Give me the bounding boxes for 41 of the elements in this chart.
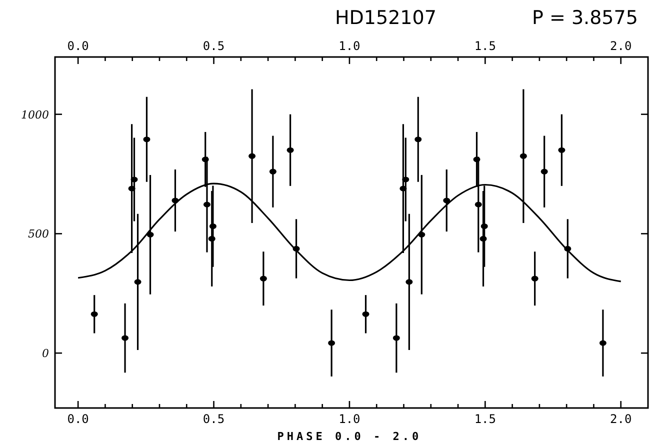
point <box>443 198 450 204</box>
point <box>134 279 142 285</box>
x2-tick-label: 0.0 <box>67 412 89 426</box>
x-tick-label: 1.0 <box>338 39 360 53</box>
point <box>260 276 267 282</box>
point <box>540 168 548 174</box>
point <box>269 168 276 174</box>
point <box>520 153 527 159</box>
x2-tick-label: 2.0 <box>610 412 632 426</box>
point <box>130 176 138 182</box>
x2-tick-label: 1.0 <box>338 412 360 426</box>
x-tick-label: 2.0 <box>610 39 632 53</box>
x2-tick-label: 0.5 <box>202 412 225 426</box>
x-tick-label: 0.5 <box>202 39 225 53</box>
point <box>558 147 566 153</box>
x-axis-title: PHASE 0.0 - 2.0 <box>277 430 422 443</box>
x-tick-label: 1.5 <box>474 39 496 53</box>
y-tick-label: 1000 <box>21 108 49 122</box>
point <box>209 223 216 230</box>
point <box>474 202 482 208</box>
point <box>414 136 422 142</box>
point <box>531 276 538 282</box>
point <box>599 340 606 346</box>
point <box>248 153 256 159</box>
chart-title: HD152107 <box>335 7 436 29</box>
point <box>406 279 413 285</box>
point <box>90 311 98 317</box>
chart-subtitle: P = 3.8575 <box>532 7 638 29</box>
point <box>480 223 488 230</box>
y-tick-label: 500 <box>28 228 49 241</box>
point <box>286 147 294 153</box>
point <box>402 176 410 182</box>
point <box>328 340 336 346</box>
point <box>362 311 370 317</box>
point <box>392 335 400 341</box>
y-tick-label: 0 <box>42 347 49 360</box>
point <box>122 335 129 341</box>
x2-tick-label: 1.5 <box>474 412 496 426</box>
x-tick-label: 0.0 <box>67 39 89 53</box>
point <box>203 202 210 208</box>
point <box>143 136 150 142</box>
